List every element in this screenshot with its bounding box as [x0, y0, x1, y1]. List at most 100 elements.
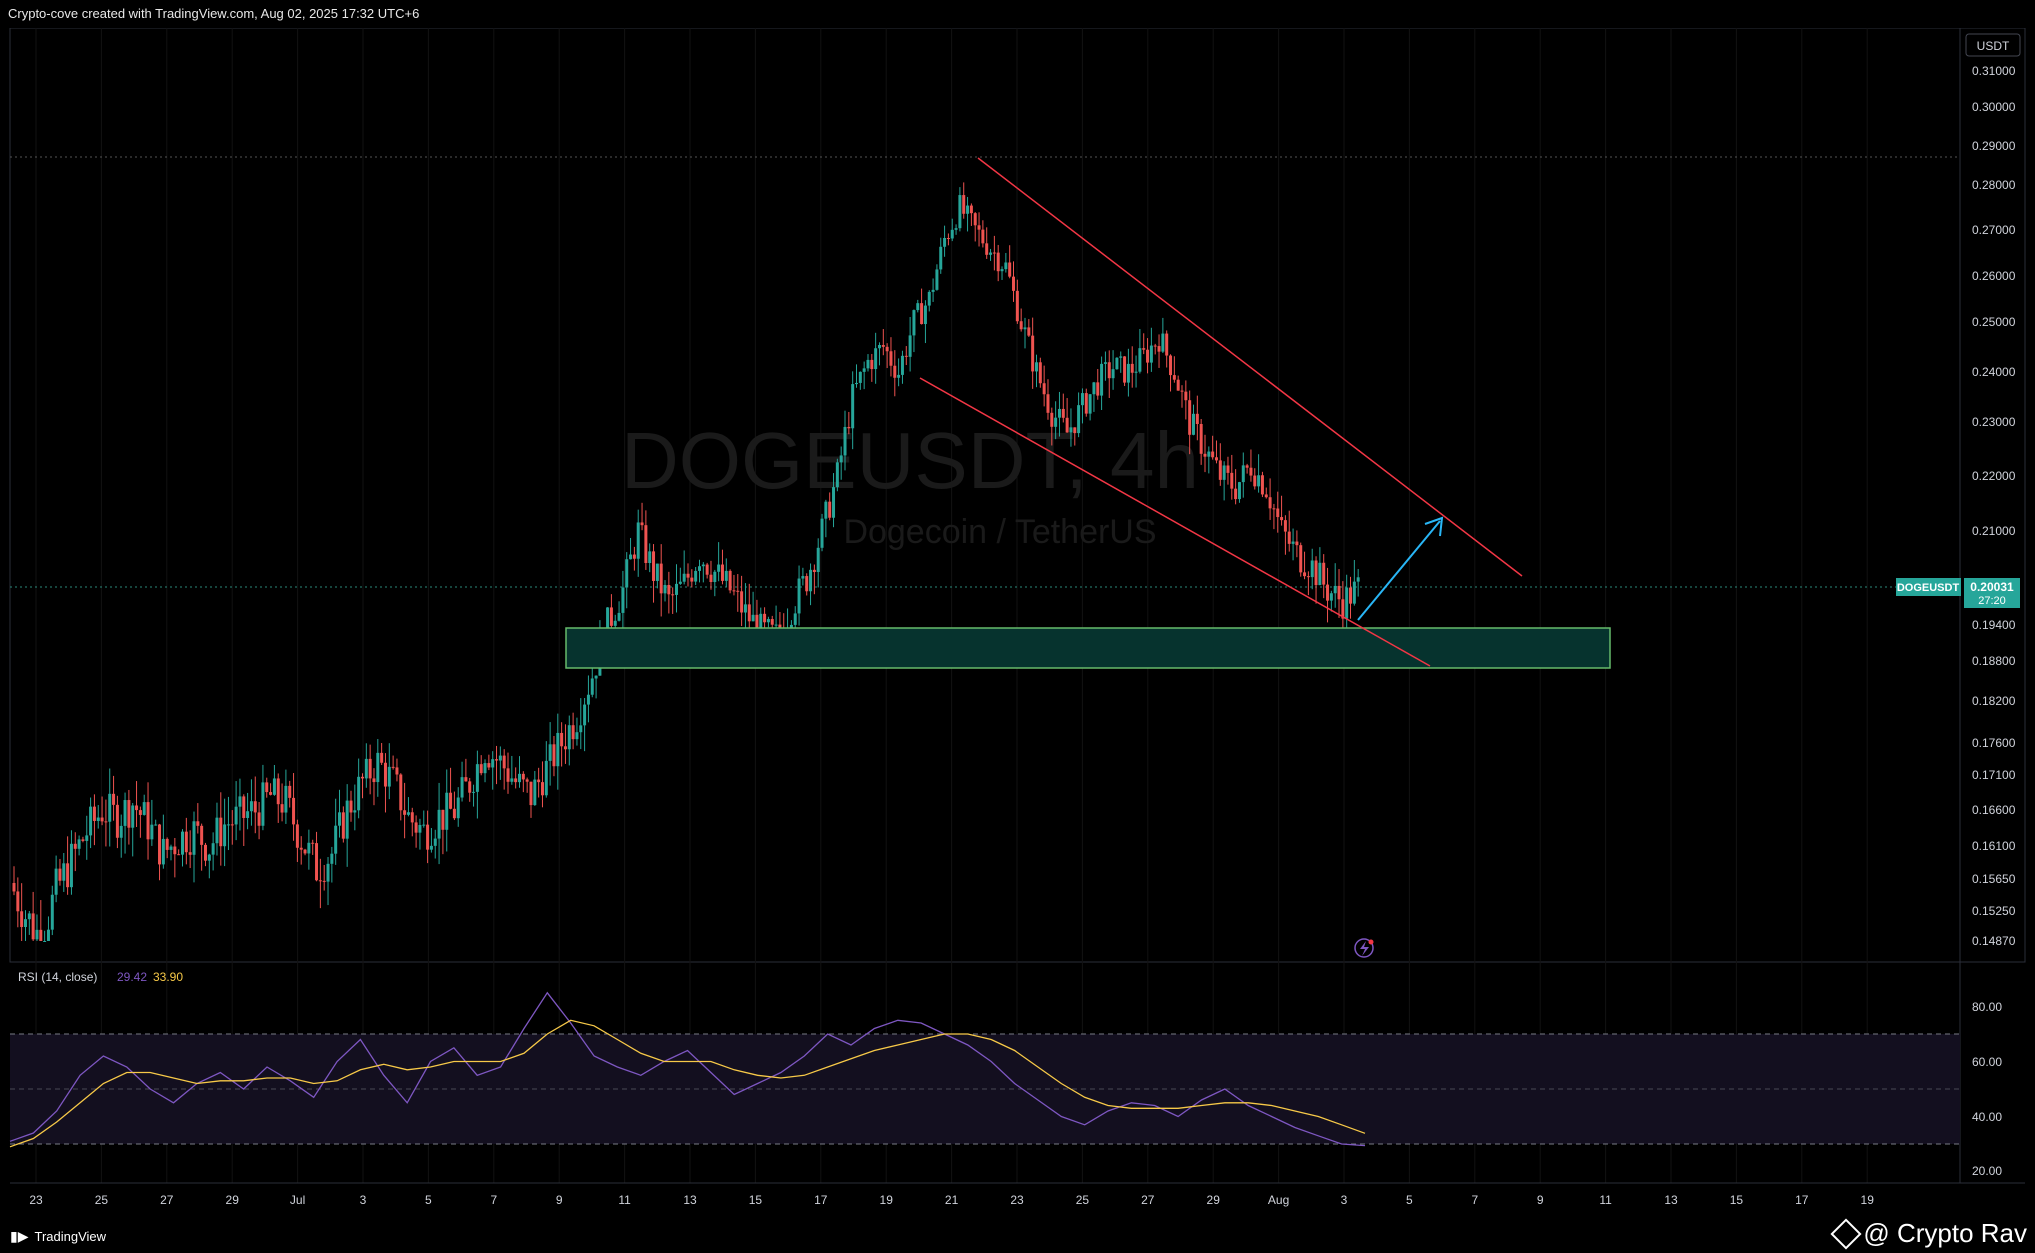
candle-body	[916, 303, 920, 311]
candle-body	[502, 755, 506, 769]
currency-badge[interactable]	[1965, 33, 2021, 57]
time-axis[interactable]: 23 25 27 29 Jul 3 5 7 9 11 13 15 17 19 21 23 25 27 29 Aug 3 5…	[29, 1193, 1874, 1207]
candle-body	[609, 607, 613, 626]
candle-body	[203, 844, 207, 861]
candle-body	[939, 246, 943, 270]
candle-body	[563, 746, 567, 750]
candle-body	[732, 590, 736, 592]
candle-body	[514, 778, 518, 783]
candle-body	[261, 782, 265, 826]
lower-trendline[interactable]	[919, 377, 1431, 667]
candle-body	[39, 929, 43, 941]
time-tick: 15	[1730, 1193, 1744, 1207]
candle-body	[690, 577, 694, 582]
candle-body	[1046, 394, 1050, 413]
price-tick: 0.27000	[1972, 223, 2016, 237]
candle-body	[50, 894, 54, 930]
candle-body	[969, 205, 973, 214]
candle-body	[445, 792, 449, 830]
candle-body	[1172, 375, 1176, 380]
candle-body	[1306, 576, 1310, 578]
candle-body	[1184, 391, 1188, 401]
candle-body	[276, 778, 280, 805]
candle-body	[866, 359, 870, 369]
rsi-pane[interactable]: RSI (14, close) 29.42 33.90 80.00 60.00 40…	[9, 970, 2002, 1178]
candle-body	[119, 825, 123, 838]
candle-body	[1157, 346, 1161, 352]
projection-arrow[interactable]	[1357, 516, 1444, 621]
time-tick: 27	[160, 1193, 174, 1207]
candle-body	[1192, 413, 1195, 435]
candle-body	[1100, 363, 1104, 396]
candle-body	[1092, 382, 1096, 395]
tv-logo-icon: ▮▶	[10, 1228, 29, 1244]
candles[interactable]	[12, 182, 1360, 942]
candle-body	[954, 228, 958, 230]
price-tick: 0.17100	[1972, 768, 2016, 782]
candle-body	[372, 778, 376, 783]
candle-body	[1146, 349, 1150, 363]
candle-body	[893, 365, 897, 378]
candle-body	[950, 229, 954, 239]
candle-body	[1276, 508, 1280, 518]
candle-body	[16, 891, 20, 912]
chart-area[interactable]: DOGEUSDT, 4h Dogecoin / TetherUS USDT 0.…	[0, 27, 2035, 1220]
candle-body	[885, 346, 889, 352]
candle-body	[1012, 276, 1016, 291]
candle-body	[985, 243, 989, 255]
candle-body	[383, 762, 387, 787]
candle-body	[747, 604, 751, 622]
candle-body	[295, 824, 299, 848]
support-zone[interactable]	[565, 627, 1611, 669]
candle-body	[414, 822, 418, 833]
candle-body	[812, 569, 816, 573]
candle-body	[376, 752, 380, 783]
time-tick: Aug	[1268, 1193, 1289, 1207]
candle-body	[594, 675, 598, 679]
candle-body	[912, 310, 916, 336]
candle-body	[357, 776, 361, 811]
candle-body	[847, 426, 851, 429]
candle-body	[655, 563, 659, 581]
time-tick: 27	[1141, 1193, 1155, 1207]
time-tick: 13	[1664, 1193, 1678, 1207]
description-watermark: Dogecoin / TetherUS	[843, 513, 1156, 551]
candle-body	[766, 619, 770, 623]
current-symbol-label: DOGEUSDT	[1897, 582, 1960, 594]
candle-body	[123, 800, 127, 826]
candle-body	[636, 522, 640, 559]
price-tick: 0.14870	[1972, 934, 2016, 948]
candle-body	[1345, 587, 1349, 619]
candle-body	[908, 335, 912, 357]
candle-body	[736, 590, 740, 592]
candle-body	[1318, 562, 1322, 586]
candle-body	[1349, 587, 1353, 604]
candle-body	[904, 355, 908, 357]
upper-trendline[interactable]	[977, 157, 1523, 577]
candle-body	[881, 345, 885, 347]
candle-body	[1019, 321, 1023, 330]
candle-body	[315, 843, 319, 881]
candle-body	[632, 554, 636, 559]
user-watermark: @ Crypto Rav	[1830, 1217, 2027, 1250]
time-tick: 13	[683, 1193, 697, 1207]
candle-body	[422, 824, 426, 826]
time-tick: 5	[1406, 1193, 1413, 1207]
candle-body	[292, 797, 296, 825]
candle-body	[1119, 356, 1123, 358]
candle-body	[1084, 393, 1088, 414]
candle-body	[1230, 472, 1234, 489]
candle-body	[475, 764, 479, 792]
candle-body	[150, 824, 154, 840]
time-tick: 3	[1341, 1193, 1348, 1207]
candle-body	[169, 846, 173, 850]
candle-body	[1237, 482, 1241, 500]
candle-body	[341, 812, 345, 839]
candle-body	[1241, 465, 1245, 483]
lightning-icon[interactable]	[1354, 938, 1374, 958]
candle-body	[652, 551, 656, 581]
tradingview-logo[interactable]: ▮▶ TradingView	[10, 1228, 106, 1245]
candle-body	[131, 805, 135, 828]
candle-body	[146, 802, 150, 840]
price-axis[interactable]: USDT 0.31000 0.30000 0.29000 0.28000 0.27000…	[1896, 33, 2021, 948]
